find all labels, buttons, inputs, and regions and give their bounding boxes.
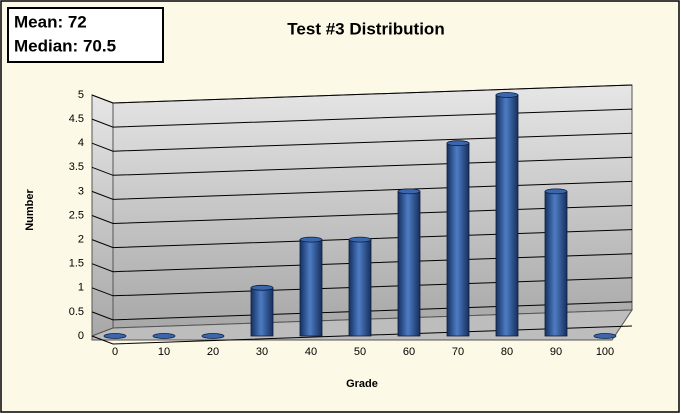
bar-top xyxy=(544,188,568,195)
x-tick-label: 100 xyxy=(596,346,614,358)
x-tick-label: 50 xyxy=(354,346,366,358)
y-tick-label: 3.5 xyxy=(69,161,84,173)
side-wall xyxy=(91,94,114,337)
annotation: Mean: 72 xyxy=(14,12,87,31)
bar-top xyxy=(152,333,176,339)
x-tick-label: 0 xyxy=(112,346,118,358)
y-tick-label: 0.5 xyxy=(69,306,84,318)
y-tick-label: 4 xyxy=(78,137,84,149)
bar xyxy=(397,190,421,337)
y-tick-label: 1.5 xyxy=(69,258,84,270)
bar xyxy=(495,94,519,337)
bar xyxy=(544,190,568,337)
y-tick-label: 4.5 xyxy=(69,113,84,125)
bar-top xyxy=(348,236,372,243)
x-tick-label: 10 xyxy=(158,346,170,358)
y-tick-label: 3 xyxy=(78,185,84,197)
bar-top xyxy=(495,92,519,98)
grid-line xyxy=(91,108,633,128)
bar-top xyxy=(299,236,323,243)
y-tick-label: 5 xyxy=(78,89,84,101)
bar xyxy=(446,142,470,337)
x-tick-label: 90 xyxy=(550,346,562,358)
bar xyxy=(348,239,372,337)
grid-line xyxy=(91,84,633,104)
x-tick-label: 60 xyxy=(403,346,415,358)
annotation-box xyxy=(7,7,164,63)
y-tick-label: 2 xyxy=(78,234,84,246)
x-axis-label: Grade xyxy=(346,378,378,390)
x-tick-label: 30 xyxy=(256,346,268,358)
y-tick-label: 2.5 xyxy=(69,209,84,221)
chart-title: Test #3 Distribution xyxy=(287,19,444,38)
grid-line xyxy=(91,132,633,152)
y-tick-label: 1 xyxy=(78,282,84,294)
bar xyxy=(250,287,274,337)
bar-top xyxy=(103,333,127,339)
bar-top xyxy=(201,333,225,339)
annotation: Median: 70.5 xyxy=(14,36,116,55)
bar xyxy=(299,239,323,337)
x-tick-label: 20 xyxy=(207,346,219,358)
x-tick-label: 70 xyxy=(452,346,464,358)
x-tick-label: 40 xyxy=(305,346,317,358)
bar-top xyxy=(250,284,274,291)
bar-top xyxy=(397,188,421,195)
y-tick-label: 0 xyxy=(78,330,84,342)
bar-top xyxy=(446,140,470,147)
x-tick-label: 80 xyxy=(501,346,513,358)
bar-top xyxy=(593,333,617,339)
y-axis-label: Number xyxy=(24,189,36,231)
